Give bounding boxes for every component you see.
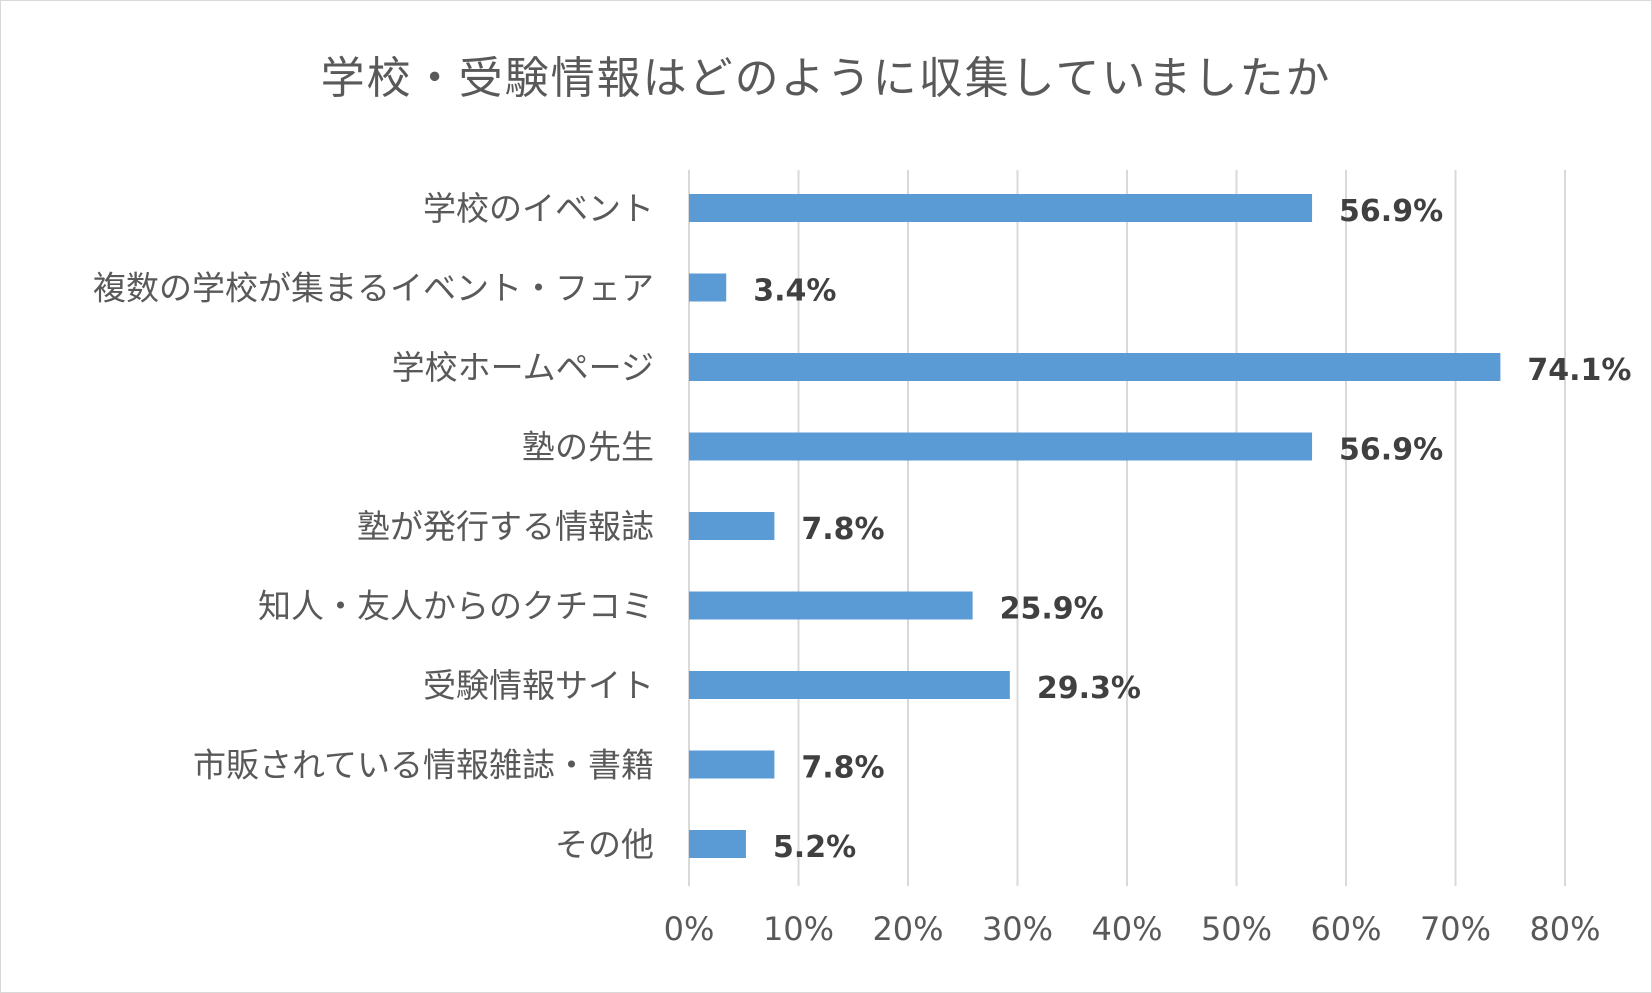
category-labels: 学校のイベント複数の学校が集まるイベント・フェア学校ホームページ塾の先生塾が発行… (93, 189, 654, 864)
category-label: 塾が発行する情報誌 (357, 507, 654, 546)
bar (689, 432, 1313, 461)
data-label: 7.8% (801, 751, 884, 786)
x-tick-label: 40% (1091, 910, 1162, 948)
bar (689, 830, 746, 858)
data-labels: 56.9% 3.4% 74.1% 56.9% 7.8% 25.9% 29.3% 7.8% 5.2… (753, 194, 1631, 865)
data-label: 3.4% (753, 274, 836, 309)
x-tick-label: 50% (1201, 910, 1272, 948)
data-label: 7.8% (801, 512, 884, 547)
gridlines (688, 170, 1566, 886)
bar (689, 194, 1313, 222)
data-label: 74.1% (1527, 353, 1631, 388)
data-label: 5.2% (773, 830, 856, 865)
data-label: 29.3% (1037, 671, 1141, 706)
x-tick-label: 20% (872, 910, 943, 948)
bar (689, 750, 775, 779)
category-label: 学校のイベント (423, 189, 654, 228)
category-label: 知人・友人からのクチコミ (258, 587, 654, 626)
x-tick-label: 80% (1529, 910, 1600, 948)
chart-title: 学校・受験情報はどのように収集していましたか (320, 53, 1332, 104)
x-tick-label: 70% (1420, 910, 1491, 948)
category-label: 学校ホームページ (392, 348, 654, 387)
x-tick-label: 30% (982, 910, 1053, 948)
category-label: 塾の先生 (522, 428, 654, 467)
category-label: 複数の学校が集まるイベント・フェア (93, 269, 654, 308)
x-tick-label: 10% (763, 910, 834, 948)
category-label: 受験情報サイト (423, 666, 654, 705)
data-label: 25.9% (1000, 592, 1104, 627)
x-tick-label: 0% (664, 910, 715, 948)
bar (689, 591, 973, 620)
bar (689, 671, 1010, 699)
category-label: その他 (555, 825, 654, 864)
bars (689, 194, 1501, 858)
bar (689, 273, 727, 302)
x-tick-label: 60% (1310, 910, 1381, 948)
bar (689, 512, 775, 540)
data-label: 56.9% (1339, 433, 1443, 468)
bar (689, 353, 1501, 381)
x-axis-ticks: 0% 10% 20% 30% 40% 50% 60% 70% 80% (664, 910, 1601, 948)
category-label: 市販されている情報雑誌・書籍 (193, 746, 654, 785)
data-label: 56.9% (1339, 194, 1443, 229)
